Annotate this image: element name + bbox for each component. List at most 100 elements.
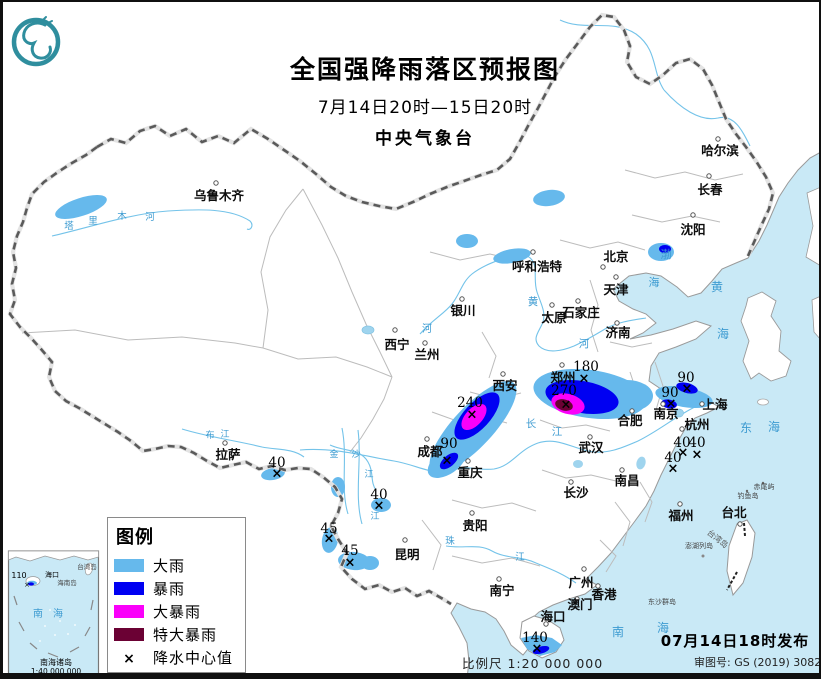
geo-label: 黄	[528, 295, 539, 308]
precip-value: 140	[522, 630, 548, 646]
legend-row-severe-rainstorm: 特大暴雨	[114, 623, 239, 646]
geo-label: 黄	[711, 280, 723, 294]
geo-label: 东	[740, 421, 752, 435]
city-label: 太原	[541, 310, 567, 325]
inset-label: 110	[11, 571, 26, 580]
city-label: 长沙	[563, 485, 589, 500]
city-marker	[613, 274, 619, 280]
city-marker	[575, 298, 581, 304]
city-label: 武汉	[578, 440, 604, 455]
inset-label: 海口	[45, 570, 59, 579]
city-marker	[392, 327, 398, 333]
geo-label: 南	[612, 624, 624, 639]
precip-value: 45	[320, 521, 337, 537]
precip-value: 90	[661, 385, 678, 401]
center-value-label: 降水中心值	[153, 649, 234, 667]
city-label: 银川	[450, 303, 475, 318]
inset-label: ×	[24, 581, 30, 589]
inset-label: 南	[33, 607, 43, 620]
precip-center-x-marker: ×	[272, 467, 283, 482]
city-marker	[424, 436, 430, 442]
city-label: 上海	[702, 397, 728, 412]
city-label: 西宁	[384, 337, 409, 352]
heavy-rain-label: 大雨	[153, 557, 186, 575]
city-marker	[500, 371, 506, 377]
rivers	[51, 19, 751, 584]
release-time: 07月14日18时发布	[660, 632, 810, 650]
precip-value: 240	[457, 395, 483, 411]
precip-center-x-marker: ×	[579, 372, 590, 387]
city-label: 重庆	[457, 465, 483, 480]
city-marker	[465, 458, 471, 464]
geo-label: 澎湖列岛	[685, 541, 713, 550]
precip-center-x-marker: ×	[442, 454, 453, 469]
rainstorm-label: 暴雨	[153, 580, 186, 598]
city-label: 南京	[653, 406, 679, 421]
rain-severe-rainstorm-layer	[555, 399, 573, 411]
legend-row-rainstorm: 暴雨	[114, 577, 239, 600]
city-marker	[581, 566, 587, 572]
city-marker	[715, 136, 721, 142]
legend-row-heavy-rain: 大雨	[114, 554, 239, 577]
legend-title: 图例	[116, 527, 154, 548]
city-label: 成都	[417, 444, 443, 459]
city-label: 广州	[568, 575, 593, 590]
precip-center-x-marker: ×	[666, 397, 677, 412]
legend-panel: 图例 大雨 暴雨 大暴雨 特大暴雨 × 降水中心值	[107, 517, 246, 673]
frame-edge-right	[819, 0, 821, 679]
precip-center-x-marker: ×	[668, 462, 679, 477]
city-marker	[660, 401, 666, 407]
city-label: 台北	[721, 505, 747, 520]
city-label: 济南	[605, 325, 631, 340]
precip-value: 90	[677, 370, 694, 386]
sea-area	[450, 151, 821, 679]
precip-center-x-marker: ×	[678, 446, 689, 461]
national-border	[7, 12, 776, 606]
precip-center-x-marker: ×	[374, 499, 385, 514]
heavy-rainstorm-swatch	[114, 605, 144, 618]
city-label: 海口	[540, 609, 565, 624]
precip-center-x-marker: ×	[532, 642, 543, 657]
city-label: 贵阳	[462, 518, 487, 533]
city-marker	[469, 510, 475, 516]
city-label: 郑州	[550, 370, 575, 385]
geo-label: 江	[370, 511, 379, 522]
city-marker	[629, 408, 635, 414]
geo-label: 江	[220, 429, 229, 440]
geo-label: 河	[579, 338, 590, 350]
province-borders	[21, 169, 744, 573]
inset-label: 1:40 000 000	[31, 667, 81, 676]
city-label: 乌鲁木齐	[194, 188, 245, 203]
geo-label: 里	[88, 216, 98, 227]
city-marker	[574, 596, 580, 602]
legend-row-heavy-rainstorm: 大暴雨	[114, 600, 239, 623]
city-label: 哈尔滨	[701, 143, 739, 158]
city-marker	[595, 583, 601, 589]
city-marker	[679, 426, 685, 432]
city-label: 西安	[492, 378, 517, 393]
geo-label: 海	[768, 419, 780, 434]
city-marker	[568, 479, 574, 485]
city-label: 天津	[603, 282, 629, 297]
precip-center-x-marker: ×	[467, 408, 478, 423]
cma-logo	[11, 16, 61, 67]
lakes	[361, 325, 684, 470]
heavy-rain-swatch	[114, 559, 144, 572]
city-marker	[559, 362, 565, 368]
inset-label: 南海诸岛	[40, 657, 72, 667]
center-value-x-symbol: ×	[123, 651, 135, 667]
city-marker	[690, 212, 696, 218]
geo-label: 布	[205, 429, 214, 441]
geo-label: 金	[329, 448, 338, 460]
frame-edge-top	[0, 0, 821, 2]
city-label: 合肥	[617, 413, 643, 428]
geo-label: 塔	[64, 220, 74, 232]
city-marker	[677, 501, 683, 507]
city-marker	[459, 296, 465, 302]
city-marker	[549, 302, 555, 308]
city-marker	[496, 576, 502, 582]
precip-value: 40	[673, 435, 690, 451]
geo-label: 东沙群岛	[648, 597, 676, 606]
legend-row-center-value: × 降水中心值	[114, 646, 239, 669]
